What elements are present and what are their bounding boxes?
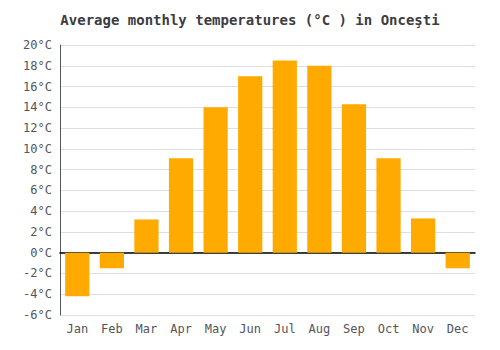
svg-text:Nov: Nov [412,322,434,336]
svg-text:2°C: 2°C [30,225,52,239]
svg-text:Average monthly temperatures (: Average monthly temperatures (°C ) in On… [60,12,439,28]
svg-text:Dec: Dec [447,322,469,336]
svg-text:-6°C: -6°C [23,308,52,322]
svg-text:14°C: 14°C [23,100,52,114]
svg-text:4°C: 4°C [30,204,52,218]
svg-text:6°C: 6°C [30,183,52,197]
svg-text:May: May [205,322,227,336]
svg-text:Sep: Sep [343,322,365,336]
svg-text:20°C: 20°C [23,38,52,52]
svg-text:10°C: 10°C [23,142,52,156]
svg-text:Mar: Mar [136,322,158,336]
svg-text:16°C: 16°C [23,80,52,94]
svg-text:Jun: Jun [239,322,261,336]
svg-text:Jan: Jan [66,322,88,336]
svg-text:Oct: Oct [378,322,400,336]
svg-text:-4°C: -4°C [23,287,52,301]
svg-text:12°C: 12°C [23,121,52,135]
svg-text:18°C: 18°C [23,59,52,73]
svg-text:8°C: 8°C [30,163,52,177]
svg-text:-2°C: -2°C [23,266,52,280]
svg-text:Aug: Aug [309,322,331,336]
svg-text:Feb: Feb [101,322,123,336]
svg-text:Jul: Jul [274,322,296,336]
svg-text:0°C: 0°C [30,246,52,260]
svg-text:Apr: Apr [170,322,192,336]
